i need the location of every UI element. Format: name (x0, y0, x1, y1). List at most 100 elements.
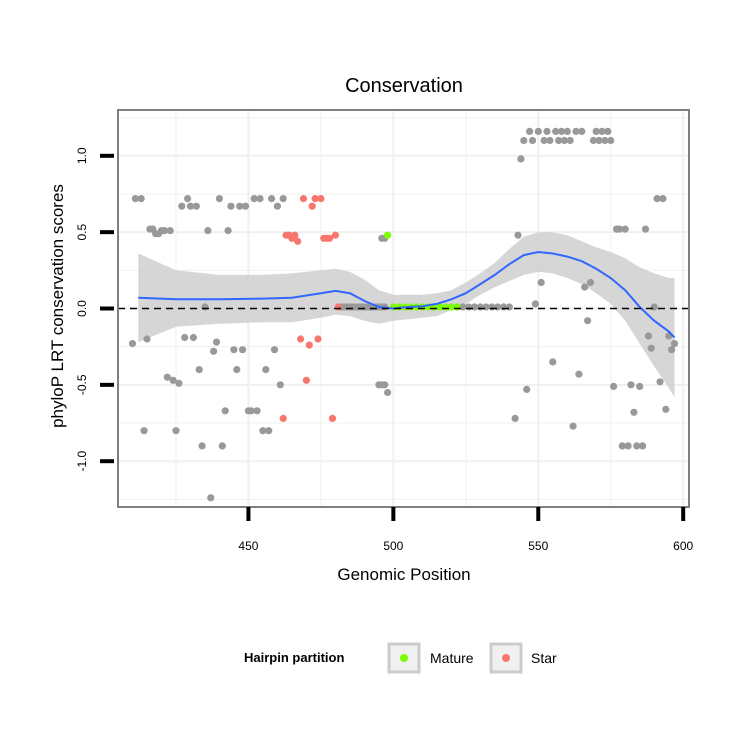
data-point-star (305, 341, 313, 349)
data-point-other (540, 136, 548, 145)
data-point-star (297, 335, 305, 343)
data-point-other (247, 407, 255, 415)
data-point-other (604, 127, 612, 135)
data-point-star (299, 195, 308, 203)
data-point-other (555, 136, 563, 145)
data-point-other (384, 388, 392, 397)
data-point-star (331, 231, 339, 239)
data-point-other (575, 370, 583, 378)
data-point-other (233, 366, 241, 374)
x-axis-title: Genomic Position (337, 565, 470, 584)
data-point-star (308, 202, 316, 210)
data-point-other (618, 442, 626, 450)
smooth-trend-line (138, 250, 676, 339)
data-point-other (259, 427, 267, 435)
data-point-other (221, 407, 229, 415)
data-point-other (633, 442, 641, 450)
data-point-other (589, 136, 598, 145)
data-point-other (227, 202, 235, 210)
x-axis: 450 500 550 600 (238, 507, 694, 553)
data-point-other (236, 202, 244, 210)
data-point-other (670, 340, 679, 348)
data-point-other (212, 338, 221, 346)
data-point-mature (453, 303, 461, 311)
legend-title: Hairpin partition (244, 650, 344, 665)
data-point-other (517, 155, 525, 163)
data-point-other (624, 442, 632, 450)
data-point-other (560, 136, 569, 145)
data-point-other (546, 136, 554, 145)
legend-dot-star (502, 654, 510, 662)
legend-dot-mature (400, 654, 408, 662)
legend-item-mature: Mature (387, 642, 474, 674)
data-point-other (381, 381, 389, 389)
data-point-star (291, 231, 299, 239)
data-point-other (137, 195, 145, 203)
data-point-star (314, 335, 322, 343)
data-point-other (610, 382, 618, 390)
data-point-star (326, 234, 334, 242)
data-point-other (563, 127, 571, 135)
data-point-other (569, 422, 577, 430)
data-point-other (178, 202, 186, 210)
smooth-confidence-band (138, 232, 675, 398)
data-point-other (265, 427, 273, 435)
data-point-star (311, 195, 319, 203)
x-tick-label: 450 (238, 539, 258, 553)
y-axis: -1.0 -0.5 0.0 0.5 1.0 (75, 147, 114, 472)
data-point-other (505, 303, 513, 311)
data-point-other (239, 346, 247, 354)
data-point-star (328, 414, 337, 422)
data-point-other (549, 358, 557, 366)
data-point-star (294, 237, 302, 245)
data-point-other (639, 442, 647, 450)
data-point-other (659, 195, 667, 203)
data-point-other (253, 407, 261, 415)
data-point-other (268, 195, 276, 203)
data-point-mature (384, 231, 392, 239)
data-point-other (543, 127, 551, 135)
data-point-other (636, 382, 644, 390)
y-axis-title: phyloP LRT conservation scores (48, 184, 67, 428)
data-point-other (523, 385, 531, 393)
data-point-other (601, 136, 609, 145)
data-point-other (528, 136, 537, 145)
data-point-other (192, 202, 200, 210)
data-point-other (160, 227, 168, 235)
data-point-other (511, 414, 519, 422)
data-point-other (531, 300, 540, 308)
data-point-other (241, 202, 250, 210)
data-point-other (662, 405, 670, 413)
data-point-star (302, 376, 310, 384)
data-point-other (207, 494, 215, 502)
data-point-other (218, 442, 226, 450)
data-point-other (595, 136, 603, 145)
legend-label-star: Star (531, 650, 557, 666)
data-point-other (279, 195, 287, 203)
data-point-other (169, 376, 177, 384)
data-point-other (143, 335, 151, 343)
data-point-star (334, 303, 342, 311)
data-point-other (201, 303, 209, 311)
data-point-other (627, 381, 635, 389)
data-point-other (586, 278, 595, 287)
data-point-other (534, 127, 542, 135)
data-point-other (262, 366, 270, 374)
data-point-other (647, 344, 655, 352)
data-point-other (175, 379, 183, 387)
data-point-other (131, 195, 139, 203)
data-point-other (644, 332, 653, 340)
data-point-other (584, 317, 592, 325)
data-point-other (526, 127, 534, 135)
x-tick-label: 500 (383, 539, 403, 553)
data-point-other (224, 227, 232, 235)
y-tick-label: 0.0 (75, 300, 89, 317)
data-point-other (181, 333, 189, 342)
data-point-other (566, 136, 574, 145)
data-point-other (514, 231, 522, 239)
data-point-other (592, 127, 600, 135)
data-point-other (656, 378, 664, 386)
data-point-other (552, 127, 560, 135)
data-point-mature (436, 303, 444, 311)
data-point-other (668, 346, 676, 354)
